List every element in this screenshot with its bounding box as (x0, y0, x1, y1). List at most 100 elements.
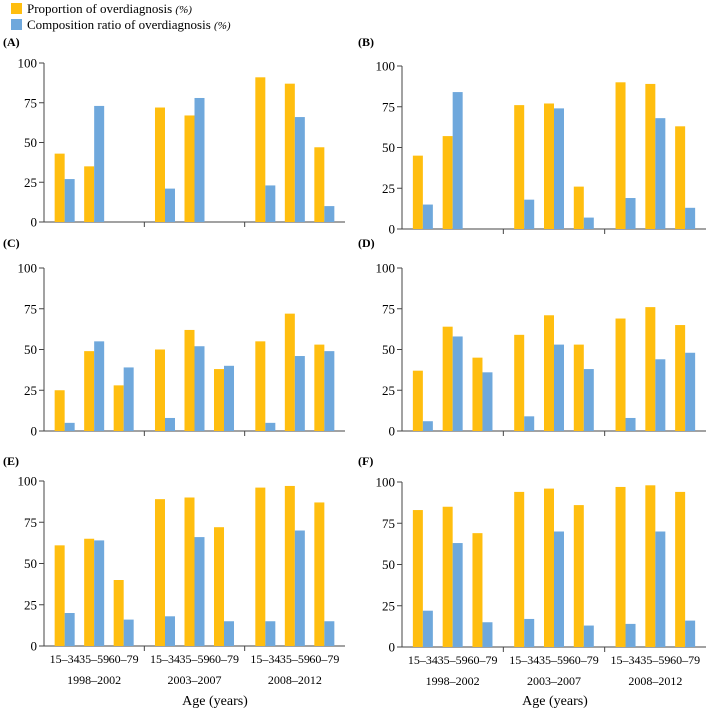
bar-composition (452, 543, 463, 647)
panel-label: (F) (358, 454, 373, 468)
bar-proportion (154, 107, 165, 222)
x-tick-label: 60–79 (209, 652, 239, 666)
y-tick-label: 0 (31, 424, 38, 439)
y-tick-label: 0 (31, 215, 38, 230)
bar-proportion (184, 115, 195, 222)
bar-proportion (412, 510, 423, 647)
bar-composition (265, 621, 276, 646)
bar-composition (482, 622, 493, 647)
x-tick-label: 15–34 (150, 652, 180, 666)
x-tick-label: 60–79 (109, 652, 139, 666)
bar-composition (123, 367, 134, 431)
y-tick-label: 25 (24, 175, 37, 190)
bar-proportion (284, 313, 295, 431)
legend-swatch-composition (11, 19, 22, 30)
y-tick-label: 0 (389, 640, 396, 655)
bar-proportion (84, 538, 95, 646)
bar-proportion (412, 155, 423, 229)
bar-proportion (314, 344, 325, 431)
bar-composition (123, 619, 134, 646)
bar-proportion (54, 153, 65, 222)
bar-proportion (54, 390, 65, 431)
bar-composition (685, 352, 696, 431)
bar-composition (294, 530, 305, 646)
bar-proportion (314, 502, 325, 646)
legend: Proportion of overdiagnosis (%) Composit… (11, 1, 231, 32)
bar-proportion (472, 357, 483, 431)
bar-proportion (255, 341, 266, 431)
x-group-label: 2003–2007 (168, 673, 222, 687)
bar-proportion (645, 485, 656, 647)
bar-composition (224, 365, 235, 431)
y-tick-label: 75 (24, 515, 37, 530)
bar-proportion (544, 488, 554, 647)
x-group-label: 2008–2012 (268, 673, 322, 687)
x-tick-label: 15–34 (611, 653, 641, 667)
bar-proportion (615, 318, 626, 431)
bar-composition (482, 372, 493, 431)
bar-proportion (284, 485, 295, 646)
bar-proportion (84, 166, 95, 222)
panel-label: (C) (3, 236, 20, 250)
bar-composition (324, 351, 335, 431)
y-tick-label: 50 (24, 135, 37, 150)
x-tick-label: 60–79 (467, 653, 497, 667)
bar-composition (194, 97, 205, 222)
legend-label-proportion: Proportion of overdiagnosis (%) (27, 1, 192, 16)
x-tick-label: 35–59 (539, 653, 569, 667)
y-tick-label: 0 (389, 424, 396, 439)
bar-composition (294, 356, 305, 431)
bar-composition (583, 625, 594, 647)
bar-proportion (573, 505, 584, 647)
bar-proportion (442, 136, 453, 229)
bar-composition (554, 344, 564, 431)
x-tick-label: 35–59 (438, 653, 468, 667)
panel-a: (A) 0 25 50 75 100 (3, 35, 345, 230)
x-tick-label: 35–59 (79, 652, 109, 666)
x-tick-label: 35–59 (640, 653, 670, 667)
y-tick-label: 100 (18, 261, 38, 276)
x-group-label: 2003–2007 (527, 674, 581, 688)
x-tick-label: 15–34 (250, 652, 280, 666)
bar-composition (164, 616, 175, 646)
y-tick-label: 75 (24, 301, 37, 316)
y-tick-label: 50 (382, 557, 395, 572)
y-tick-label: 50 (382, 140, 395, 155)
bar-proportion (675, 491, 686, 647)
panel-b: (B) 0 25 50 75 100 (358, 35, 706, 237)
bar-proportion (442, 326, 453, 431)
x-tick-label: 15–34 (509, 653, 539, 667)
bar-proportion (255, 487, 266, 646)
panels: (A)0255075100(B)0255075100(C)0255075100(… (3, 35, 706, 688)
bar-composition (524, 416, 535, 431)
panel-c: (C) 0 25 50 75 100 (3, 236, 345, 439)
y-tick-label: 25 (24, 383, 37, 398)
y-tick-label: 25 (382, 598, 395, 613)
bar-proportion (412, 370, 423, 431)
bar-proportion (544, 103, 554, 229)
y-tick-label: 50 (24, 556, 37, 571)
bar-composition (655, 118, 666, 229)
bar-proportion (184, 329, 195, 431)
bar-proportion (113, 580, 124, 646)
x-axis-title-left: Age (years) (182, 694, 248, 709)
y-tick-label: 0 (389, 222, 396, 237)
panel-d: (D) 0 25 50 75 100 (358, 236, 706, 439)
bar-composition (583, 369, 594, 431)
bar-proportion (514, 334, 525, 431)
x-tick-label: 60–79 (670, 653, 700, 667)
bar-composition (583, 217, 594, 229)
bar-composition (265, 422, 276, 431)
bar-composition (64, 613, 75, 646)
x-tick-label: 60–79 (569, 653, 599, 667)
y-tick-label: 100 (376, 475, 396, 490)
x-group-label: 1998–2002 (67, 673, 121, 687)
y-tick-label: 75 (382, 99, 395, 114)
y-tick-label: 50 (24, 342, 37, 357)
bar-composition (64, 422, 75, 431)
bar-proportion (615, 486, 626, 647)
bar-composition (194, 346, 205, 431)
bar-proportion (615, 82, 626, 229)
